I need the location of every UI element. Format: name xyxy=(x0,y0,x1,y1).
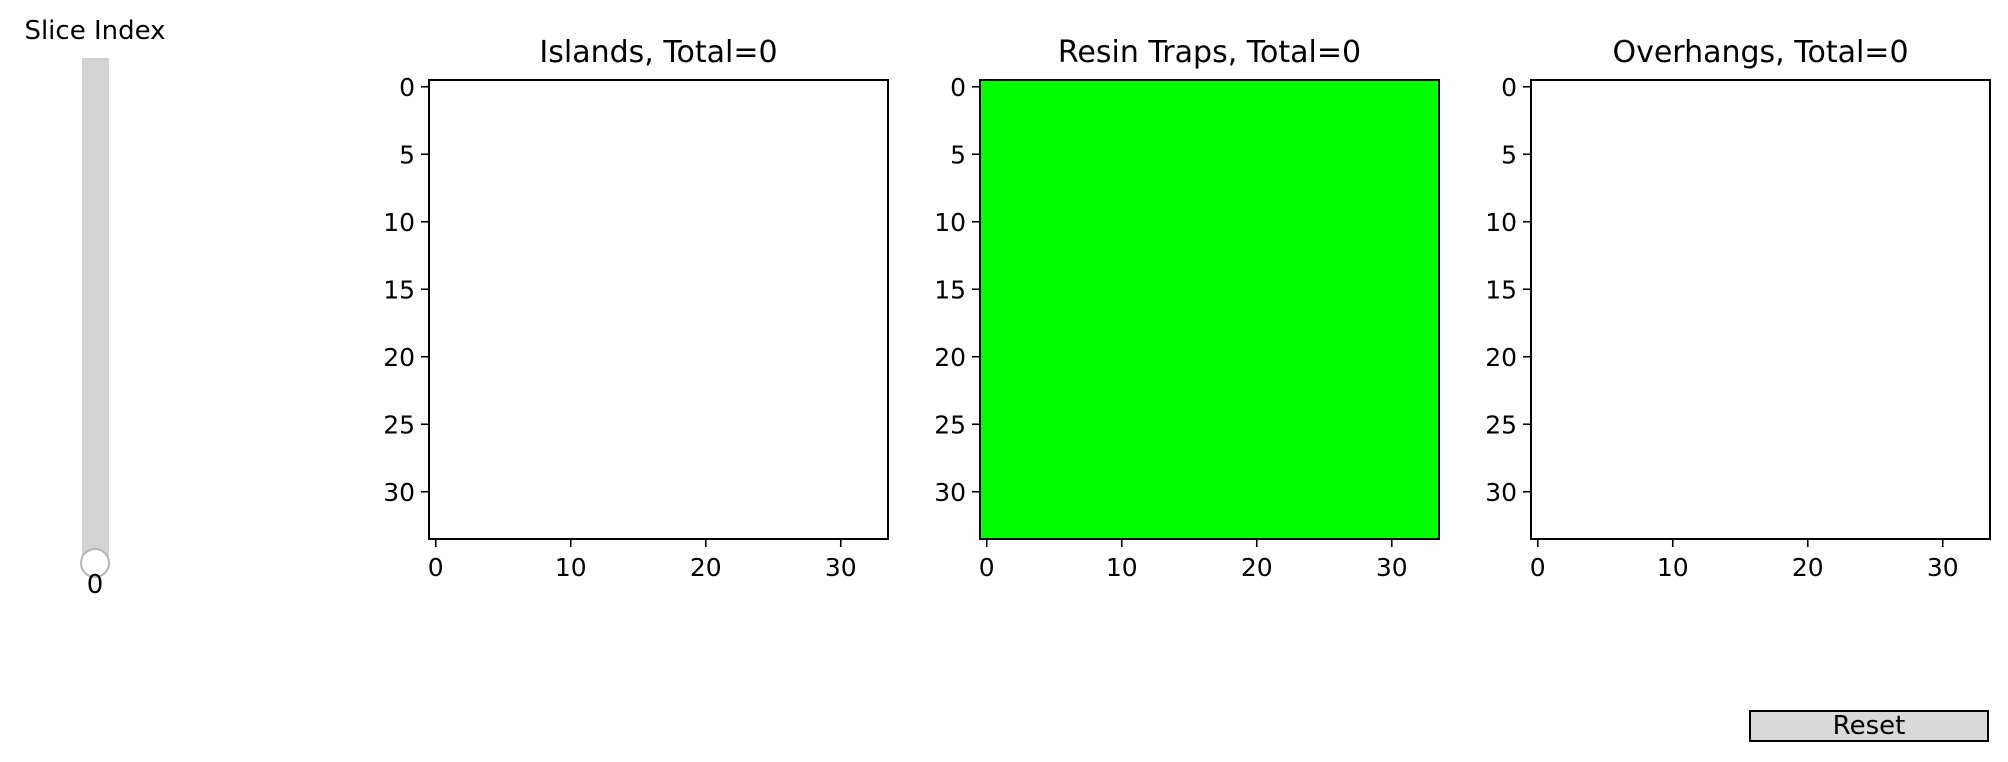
y-tick-label: 0 xyxy=(1501,73,1517,102)
x-tick-label: 0 xyxy=(979,553,995,582)
chart-title: Resin Traps, Total=0 xyxy=(1058,35,1361,70)
y-tick-label: 15 xyxy=(934,275,966,304)
x-tick-label: 10 xyxy=(1657,553,1689,582)
x-tick-label: 0 xyxy=(1530,553,1546,582)
chart-title: Islands, Total=0 xyxy=(539,35,777,70)
x-tick-label: 20 xyxy=(1241,553,1273,582)
y-tick-label: 20 xyxy=(383,343,415,372)
y-tick-label: 30 xyxy=(1485,478,1517,507)
y-tick-label: 10 xyxy=(934,208,966,237)
x-tick-label: 10 xyxy=(1106,553,1138,582)
x-tick-label: 20 xyxy=(1792,553,1824,582)
reset-button[interactable]: Reset xyxy=(1749,710,1989,742)
axes-frame xyxy=(428,79,889,540)
y-tick-label: 5 xyxy=(1501,140,1517,169)
y-tick-label: 25 xyxy=(934,410,966,439)
chart-title: Overhangs, Total=0 xyxy=(1612,35,1908,70)
axes-frame xyxy=(979,79,1440,540)
heatmap-image xyxy=(1531,80,1990,539)
y-tick-label: 5 xyxy=(950,140,966,169)
slider-value: 0 xyxy=(86,570,104,600)
slider-track[interactable] xyxy=(82,58,109,563)
y-tick-label: 30 xyxy=(383,478,415,507)
y-tick-label: 25 xyxy=(1485,410,1517,439)
x-tick-label: 10 xyxy=(555,553,587,582)
y-tick-label: 20 xyxy=(934,343,966,372)
y-tick-label: 15 xyxy=(383,275,415,304)
x-tick-label: 0 xyxy=(428,553,444,582)
y-tick-label: 15 xyxy=(1485,275,1517,304)
y-tick-label: 25 xyxy=(383,410,415,439)
x-tick-label: 30 xyxy=(825,553,857,582)
slider-label: Slice Index xyxy=(24,16,166,46)
heatmap-image xyxy=(429,80,888,539)
axes-frame xyxy=(1530,79,1991,540)
y-tick-label: 0 xyxy=(950,73,966,102)
y-tick-label: 20 xyxy=(1485,343,1517,372)
heatmap-image xyxy=(980,80,1439,539)
x-tick-label: 30 xyxy=(1376,553,1408,582)
x-tick-label: 30 xyxy=(1927,553,1959,582)
y-tick-label: 5 xyxy=(399,140,415,169)
y-tick-label: 10 xyxy=(383,208,415,237)
y-tick-label: 0 xyxy=(399,73,415,102)
y-tick-label: 30 xyxy=(934,478,966,507)
slider-handle[interactable] xyxy=(80,548,110,578)
x-tick-label: 20 xyxy=(690,553,722,582)
y-tick-label: 10 xyxy=(1485,208,1517,237)
